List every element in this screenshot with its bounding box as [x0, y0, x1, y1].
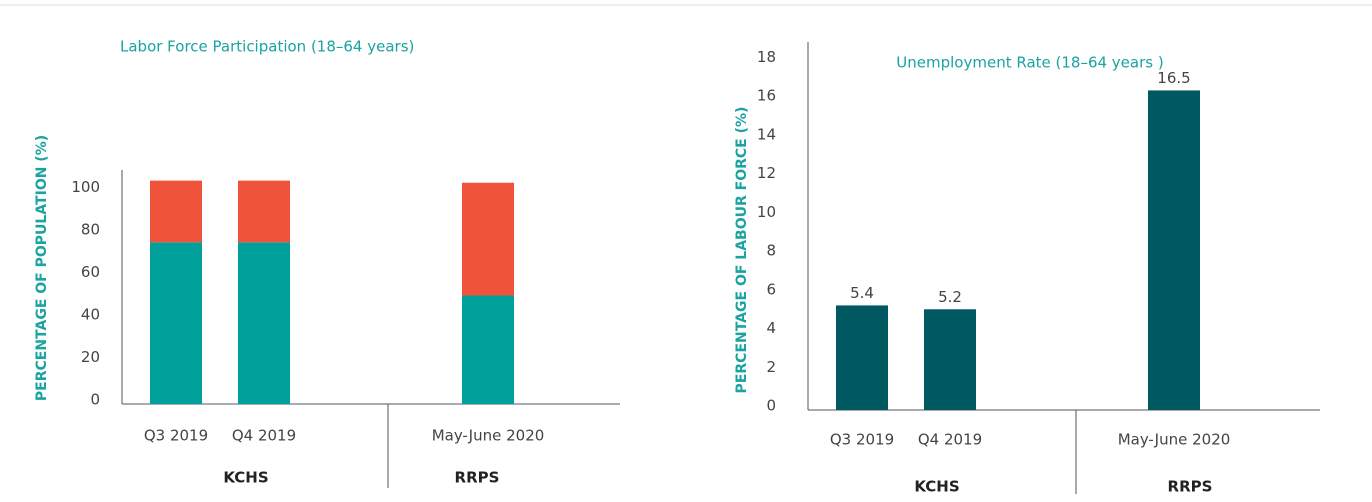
bar-segment	[462, 295, 514, 404]
x-tick-label: May-June 2020	[1118, 431, 1231, 449]
y-tick-label: 8	[766, 242, 776, 260]
value-label: 5.2	[938, 288, 962, 306]
y-tick-label: 16	[757, 87, 776, 105]
y-tick-label: 20	[81, 348, 100, 366]
x-tick-label: Q4 2019	[918, 431, 982, 449]
bar-segment	[238, 180, 290, 243]
group-label: RRPS	[455, 469, 500, 487]
y-axis-label: PERCENTAGE OF LABOUR FORCE (%)	[734, 107, 750, 394]
bar	[1148, 90, 1200, 410]
bar	[924, 309, 976, 410]
x-tick-label: Q3 2019	[830, 431, 894, 449]
y-tick-label: 14	[757, 125, 776, 143]
bar-segment	[238, 242, 290, 404]
value-label: 16.5	[1157, 69, 1190, 87]
y-tick-label: 60	[81, 263, 100, 281]
y-tick-label: 0	[766, 397, 776, 415]
x-tick-label: Q3 2019	[144, 427, 208, 445]
bar-segment	[150, 180, 202, 243]
y-tick-label: 18	[757, 48, 776, 66]
chart-title: Unemployment Rate (18–64 years )	[896, 54, 1163, 72]
chart-title: Labor Force Participation (18–64 years)	[120, 38, 414, 56]
y-tick-label: 100	[71, 178, 100, 196]
y-tick-label: 6	[766, 280, 776, 298]
bar-segment	[462, 182, 514, 296]
x-tick-label: May-June 2020	[432, 427, 545, 445]
bar	[836, 305, 888, 410]
y-axis-label: PERCENTAGE OF POPULATION (%)	[34, 135, 50, 401]
group-label: KCHS	[223, 469, 268, 487]
group-label: RRPS	[1168, 478, 1213, 496]
value-label: 5.4	[850, 284, 874, 302]
bar-segment	[150, 242, 202, 404]
y-tick-label: 12	[757, 164, 776, 182]
y-tick-label: 4	[766, 319, 776, 337]
y-tick-label: 80	[81, 220, 100, 238]
x-tick-label: Q4 2019	[232, 427, 296, 445]
y-tick-label: 40	[81, 305, 100, 323]
group-label: KCHS	[914, 478, 959, 496]
y-tick-label: 0	[90, 391, 100, 409]
y-tick-label: 10	[757, 203, 776, 221]
y-tick-label: 2	[766, 358, 776, 376]
